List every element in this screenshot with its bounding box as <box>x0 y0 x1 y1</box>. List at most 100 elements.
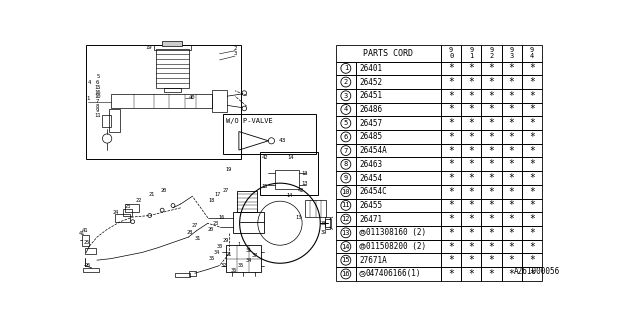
Bar <box>356 185 441 198</box>
Text: 35: 35 <box>209 256 215 261</box>
Bar <box>461 89 481 103</box>
Text: 6: 6 <box>95 80 99 85</box>
Text: 8: 8 <box>95 104 99 109</box>
Text: 15: 15 <box>261 184 268 189</box>
Text: 26454: 26454 <box>359 173 382 182</box>
Text: *: * <box>488 173 495 183</box>
Text: 12: 12 <box>342 216 350 222</box>
Text: *: * <box>529 159 535 169</box>
Bar <box>502 267 522 281</box>
Text: 16: 16 <box>218 214 224 220</box>
Text: 35: 35 <box>238 263 244 268</box>
Text: *: * <box>448 132 454 142</box>
Text: *: * <box>448 255 454 265</box>
Text: 13: 13 <box>301 181 308 186</box>
Text: 26451: 26451 <box>359 91 382 100</box>
Text: 7: 7 <box>344 148 348 154</box>
Bar <box>502 171 522 185</box>
Bar <box>336 185 356 198</box>
Bar <box>336 130 356 144</box>
Bar <box>441 75 461 89</box>
Bar <box>441 185 461 198</box>
Bar <box>461 75 481 89</box>
Text: 26: 26 <box>84 263 91 268</box>
Bar <box>441 198 461 212</box>
Text: 5: 5 <box>97 74 100 79</box>
Text: *: * <box>468 228 474 238</box>
Text: *: * <box>468 200 474 211</box>
Bar <box>481 44 502 61</box>
Text: 13: 13 <box>342 230 350 236</box>
Bar <box>502 212 522 226</box>
Bar <box>336 144 356 157</box>
Bar <box>336 171 356 185</box>
Bar <box>481 75 502 89</box>
Bar <box>502 157 522 171</box>
Text: *: * <box>509 200 515 211</box>
Bar <box>461 171 481 185</box>
Bar <box>336 212 356 226</box>
Text: 21: 21 <box>148 192 154 197</box>
Text: *: * <box>529 104 535 115</box>
Text: S: S <box>361 271 364 276</box>
Bar <box>162 42 182 46</box>
Text: 31: 31 <box>195 236 201 241</box>
Bar <box>461 61 481 75</box>
Bar <box>461 198 481 212</box>
Bar <box>522 89 542 103</box>
Text: *: * <box>509 228 515 238</box>
Text: 14: 14 <box>286 193 292 198</box>
Text: PARTS CORD: PARTS CORD <box>364 49 413 58</box>
Bar <box>461 44 481 61</box>
Text: 9
0: 9 0 <box>449 47 453 59</box>
Bar <box>356 103 441 116</box>
Bar <box>522 185 542 198</box>
Text: B: B <box>361 244 364 249</box>
Bar <box>522 198 542 212</box>
Text: 2: 2 <box>344 79 348 85</box>
Text: *: * <box>468 146 474 156</box>
Bar <box>522 75 542 89</box>
Bar <box>502 116 522 130</box>
Text: *: * <box>468 242 474 252</box>
Text: 14: 14 <box>287 156 293 160</box>
Bar <box>522 240 542 253</box>
Bar <box>441 44 461 61</box>
Bar <box>336 75 356 89</box>
Text: 9: 9 <box>95 108 99 113</box>
Text: *: * <box>448 77 454 87</box>
Text: *: * <box>448 200 454 211</box>
Text: *: * <box>509 242 515 252</box>
Bar <box>123 209 132 215</box>
Text: 14: 14 <box>342 244 350 250</box>
Text: *: * <box>448 91 454 101</box>
Bar <box>336 61 356 75</box>
Bar <box>356 171 441 185</box>
Bar <box>156 49 189 88</box>
Text: 34: 34 <box>246 258 252 263</box>
Text: *: * <box>529 187 535 197</box>
Text: *: * <box>468 118 474 128</box>
Bar <box>481 61 502 75</box>
Bar <box>481 171 502 185</box>
Text: *: * <box>468 255 474 265</box>
Text: 16: 16 <box>342 271 350 277</box>
Text: 28: 28 <box>187 230 193 235</box>
Text: *: * <box>529 173 535 183</box>
Text: 41: 41 <box>79 231 86 236</box>
Bar <box>336 116 356 130</box>
Text: 4: 4 <box>88 80 91 85</box>
Bar <box>336 226 356 240</box>
Text: *: * <box>529 242 535 252</box>
Text: *: * <box>468 173 474 183</box>
Bar <box>522 157 542 171</box>
Text: 2: 2 <box>234 46 237 51</box>
Bar <box>226 245 260 272</box>
Text: *: * <box>488 255 495 265</box>
Bar <box>336 157 356 171</box>
Text: 36: 36 <box>230 268 237 273</box>
Bar <box>481 103 502 116</box>
Text: 25: 25 <box>83 240 90 245</box>
Text: 17: 17 <box>215 192 221 197</box>
Text: 29: 29 <box>223 238 229 244</box>
